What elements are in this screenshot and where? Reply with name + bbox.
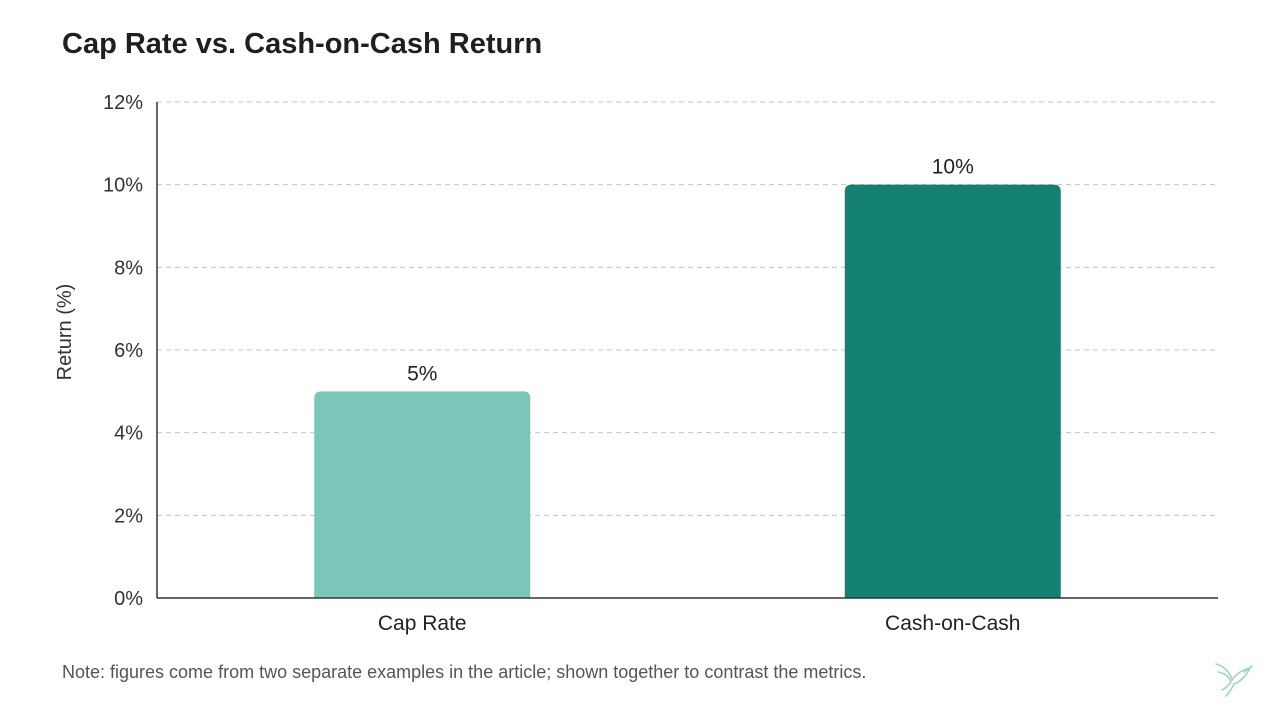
y-tick-label: 4%	[114, 423, 143, 445]
x-tick-label: Cap Rate	[378, 612, 467, 635]
bars	[314, 184, 1061, 598]
axes	[156, 102, 1218, 599]
data-label: 10%	[932, 156, 974, 179]
bar-cash-on-cash	[844, 184, 1061, 598]
bar-cap-rate	[314, 391, 531, 598]
y-tick-label: 10%	[103, 175, 143, 197]
chart-title: Cap Rate vs. Cash-on-Cash Return	[62, 28, 543, 60]
hummingbird-logo-icon	[1215, 663, 1253, 697]
data-label: 5%	[407, 362, 437, 385]
y-tick-label: 2%	[114, 505, 143, 527]
labels: 0% 2% 4% 6% 8% 10% 12% Return (%) 5% Cap Rate 10% C…	[54, 92, 1020, 635]
y-tick-label: 0%	[114, 588, 143, 610]
y-tick-label: 6%	[114, 340, 143, 362]
chart-note: Note: figures come from two separate exa…	[62, 662, 867, 682]
y-tick-label: 12%	[103, 92, 143, 114]
y-axis-title: Return (%)	[54, 284, 76, 381]
x-tick-label: Cash-on-Cash	[885, 612, 1020, 635]
y-tick-label: 8%	[114, 257, 143, 279]
